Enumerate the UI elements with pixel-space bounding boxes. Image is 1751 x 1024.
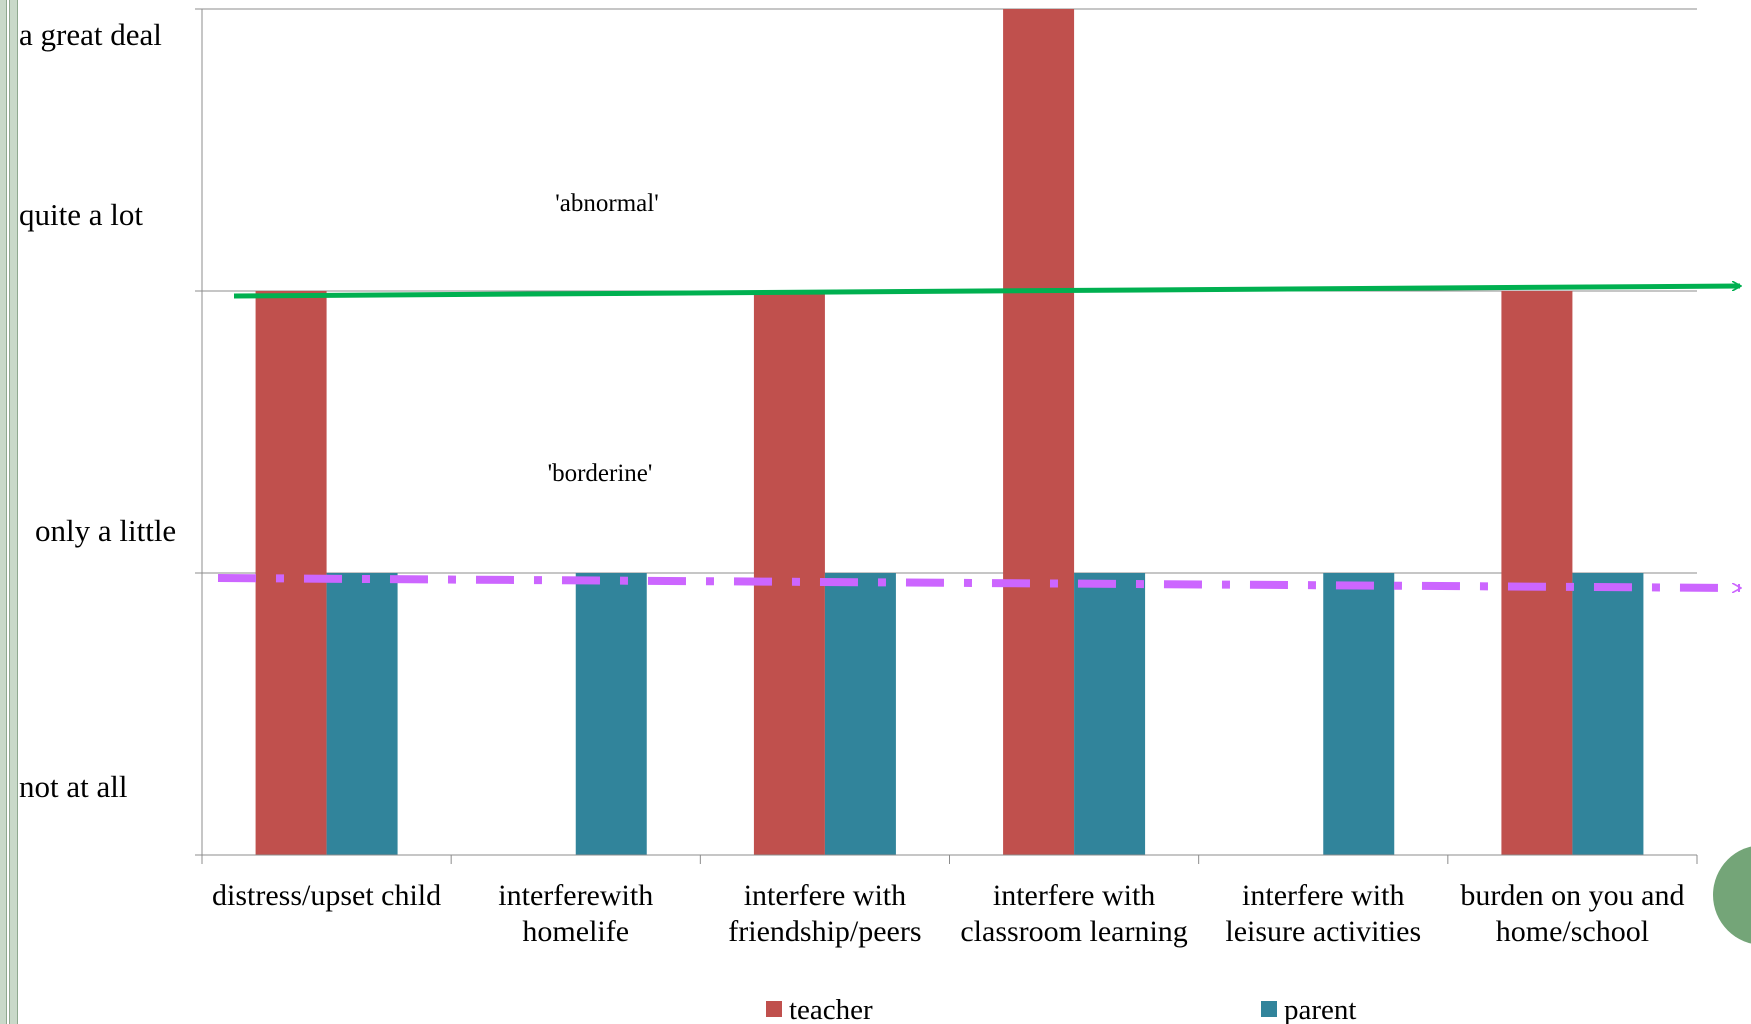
x-tick-label-4: interfere with leisure activities (1225, 879, 1421, 948)
bar-parent-3 (1074, 573, 1146, 855)
legend-label-parent: parent (1284, 994, 1356, 1024)
y-tick-label-0: not at all (19, 769, 127, 804)
y-tick-label-3: a great deal (19, 17, 162, 52)
bar-parent-1 (575, 573, 647, 855)
legend-swatch-teacher (766, 1001, 782, 1017)
x-tick-label-5: burden on you and home/school (1460, 879, 1684, 948)
borderline-threshold-arrow (217, 574, 1740, 588)
x-tick-label-1: interferewith homelife (498, 879, 653, 948)
x-tick-label-2: interfere with friendship/peers (728, 879, 921, 948)
y-tick-label-1: only a little (35, 513, 176, 548)
bar-teacher-3 (1003, 9, 1075, 855)
annotation-borderline: 'borderine' (548, 460, 653, 487)
legend-label-teacher: teacher (789, 994, 873, 1024)
bar-parent-0 (326, 573, 398, 855)
bar-parent-5 (1572, 573, 1644, 855)
slide-border-left (0, 0, 7, 1024)
abnormal-threshold-arrow (233, 286, 1740, 299)
x-tick-label-3: interfere with classroom learning (960, 879, 1187, 948)
bar-parent-2 (824, 573, 896, 855)
slide-border-left-inner (9, 0, 18, 1024)
y-tick-label-2: quite a lot (19, 197, 143, 232)
bar-teacher-2 (753, 291, 825, 855)
annotation-abnormal: 'abnormal' (555, 190, 658, 217)
x-tick-label-0: distress/upset child (212, 879, 441, 912)
bar-teacher-5 (1501, 291, 1573, 855)
bar-teacher-0 (255, 291, 327, 855)
bar-parent-4 (1323, 573, 1395, 855)
legend-swatch-parent (1261, 1001, 1277, 1017)
